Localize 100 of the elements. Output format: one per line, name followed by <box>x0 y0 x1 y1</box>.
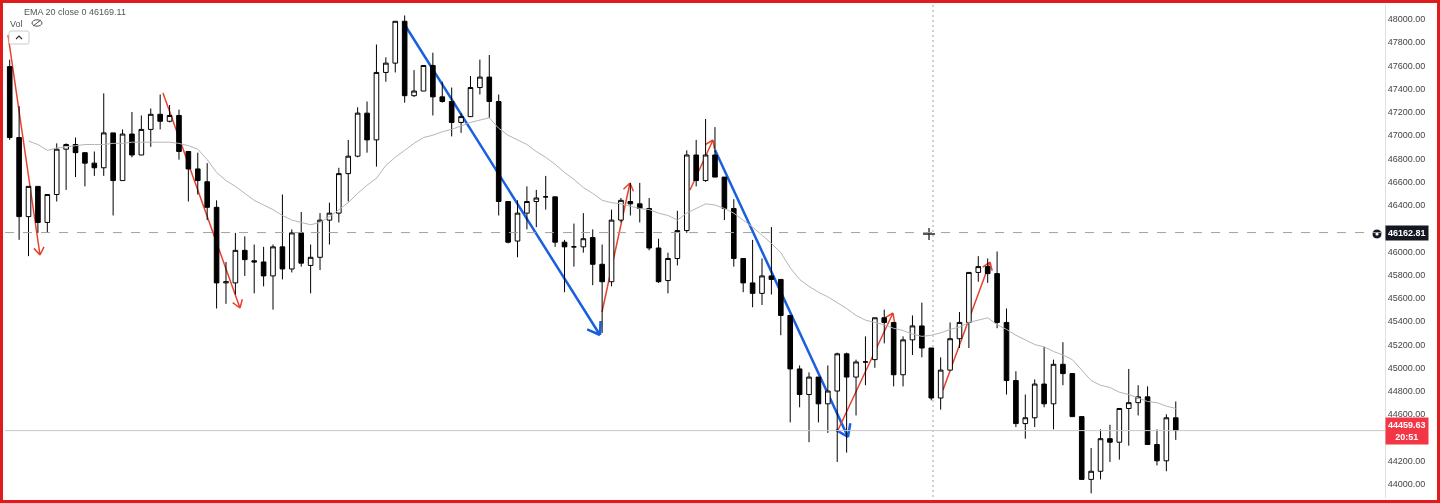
candlestick <box>204 162 210 221</box>
candlestick <box>100 92 107 177</box>
candlestick <box>91 151 98 177</box>
candlestick <box>223 261 229 305</box>
candlestick <box>627 182 634 216</box>
candlestick <box>411 69 417 98</box>
candlestick <box>975 255 982 283</box>
candlestick <box>759 257 765 306</box>
annotation: Vol <box>10 19 23 29</box>
y-tick-label: 45800.00 <box>1387 269 1426 280</box>
candlestick <box>1154 428 1160 466</box>
candlestick <box>6 59 13 141</box>
candlestick <box>1069 373 1076 418</box>
candlestick <box>665 252 671 294</box>
candlestick <box>176 109 182 161</box>
y-tick-label: 45000.00 <box>1387 362 1426 373</box>
candlestick <box>458 112 464 134</box>
candlestick <box>542 175 549 211</box>
candlestick <box>928 347 935 401</box>
annotation: EMA 20 close 0 46169.11 <box>24 7 126 17</box>
candlestick <box>966 271 972 349</box>
candlestick <box>721 176 728 221</box>
candlestick <box>336 167 342 223</box>
candlestick <box>477 59 483 96</box>
candlestick <box>778 278 784 336</box>
candlestick <box>909 314 916 356</box>
y-tick-label: 44800.00 <box>1387 386 1426 397</box>
candlestick <box>1107 424 1113 463</box>
candlestick <box>505 201 511 244</box>
candlestick <box>1144 385 1151 446</box>
candlestick <box>589 228 596 286</box>
candlestick <box>984 257 991 284</box>
candlestick <box>1135 384 1141 416</box>
candlestick <box>1097 428 1104 480</box>
candlestick <box>994 251 1000 329</box>
candlestick <box>702 118 709 183</box>
candlestick <box>796 364 803 408</box>
candlestick <box>655 238 662 284</box>
candlestick <box>730 198 737 268</box>
candlestick <box>580 212 587 254</box>
candlestick <box>825 364 831 434</box>
candlestick <box>1031 378 1038 428</box>
candlestick <box>270 244 276 311</box>
candlestick <box>110 132 116 216</box>
candlestick <box>1172 400 1179 441</box>
candlestick <box>599 244 605 334</box>
candlestick <box>900 335 906 387</box>
candlestick <box>420 64 427 92</box>
candlestick <box>383 56 389 83</box>
y-tick-label: 44200.00 <box>1387 455 1426 466</box>
candlestick <box>251 244 257 294</box>
candlestick <box>232 232 239 296</box>
candlestick <box>768 226 775 296</box>
candlestick <box>1125 368 1132 447</box>
y-tick-label: 45400.00 <box>1387 316 1426 327</box>
candlestick <box>862 335 869 386</box>
candlestick <box>430 52 436 116</box>
candlestick <box>72 137 79 178</box>
candlestick <box>1013 370 1019 428</box>
candlestick <box>919 302 925 358</box>
candlestick <box>157 94 163 130</box>
candlestick <box>439 81 446 104</box>
candlestick <box>82 152 88 187</box>
line-series <box>28 117 1177 409</box>
candlestick <box>35 185 41 234</box>
candlestick <box>166 104 173 123</box>
candlestick <box>843 352 850 454</box>
candlestick <box>1022 394 1029 440</box>
candlestick <box>495 94 502 216</box>
y-tick-label: 45600.00 <box>1387 293 1426 304</box>
candlestick <box>872 317 878 369</box>
candlestick <box>1078 416 1085 480</box>
candlestick <box>53 142 60 202</box>
candlestick <box>279 194 286 280</box>
candlestick <box>571 223 577 268</box>
candlestick <box>956 311 963 349</box>
candlestick <box>618 197 624 223</box>
candlestick <box>194 152 201 196</box>
candlestick <box>364 101 370 154</box>
candlestick <box>890 321 897 387</box>
candlestick <box>834 352 841 463</box>
candlestick <box>646 197 652 251</box>
y-tick-label: 48000.00 <box>1387 14 1426 25</box>
candlestick <box>44 194 51 234</box>
ref-line-label: 44459.63 20:51 <box>1388 420 1426 442</box>
y-tick-label: 47200.00 <box>1387 107 1426 118</box>
y-tick-label: 46800.00 <box>1387 153 1426 164</box>
candlestick <box>1050 359 1057 430</box>
y-tick-label: 46400.00 <box>1387 200 1426 211</box>
candlestick <box>486 54 493 119</box>
candlestick <box>260 246 267 287</box>
y-tick-label: 47400.00 <box>1387 83 1426 94</box>
candlestick <box>138 114 145 156</box>
candlestick <box>712 126 718 178</box>
candlestick <box>552 196 558 248</box>
y-tick-label: 46600.00 <box>1387 176 1426 187</box>
candlestick <box>345 139 352 202</box>
candlestick <box>608 209 615 287</box>
candlestick <box>693 139 699 187</box>
candlestick <box>25 185 32 257</box>
